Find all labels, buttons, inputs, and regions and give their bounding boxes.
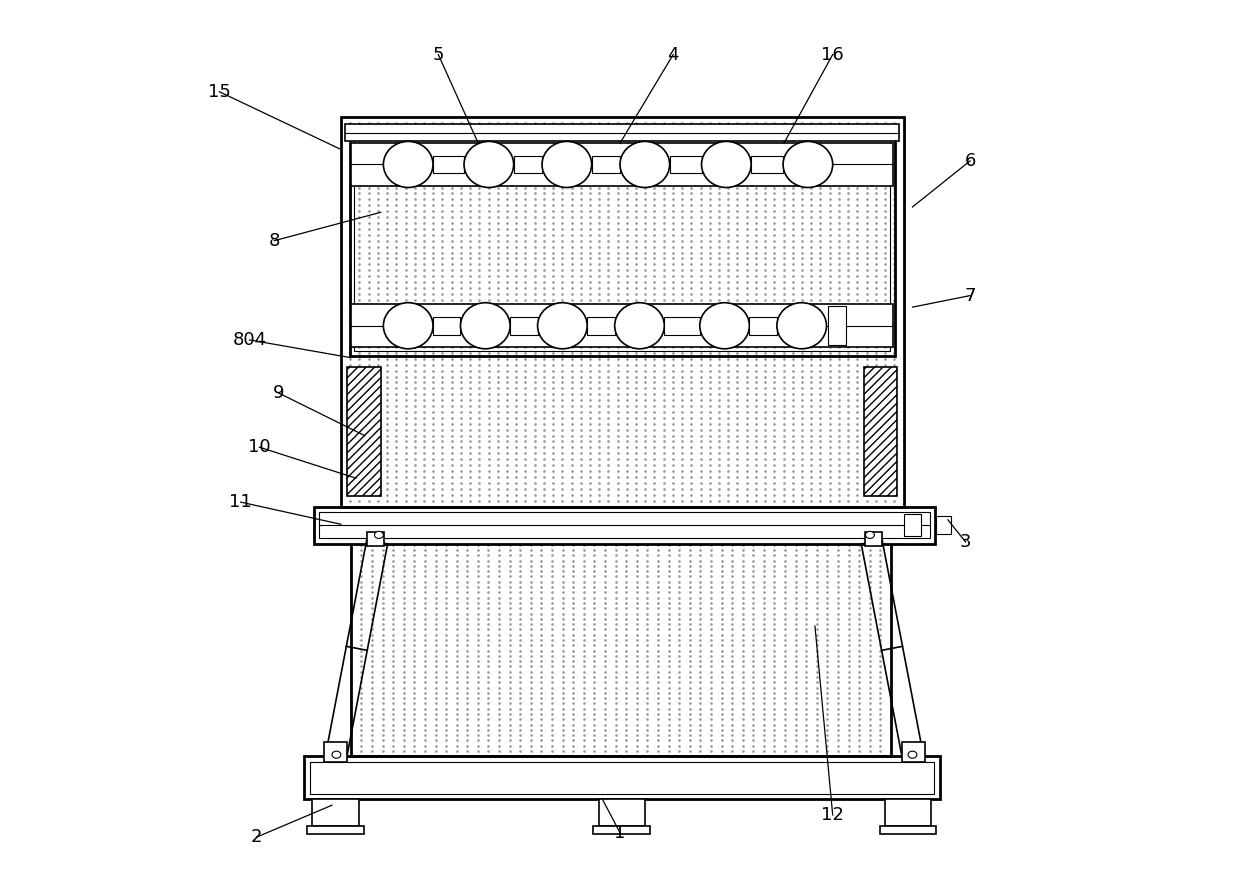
- Ellipse shape: [699, 302, 749, 348]
- Bar: [351, 304, 893, 347]
- Bar: [864, 533, 883, 547]
- Ellipse shape: [374, 532, 383, 539]
- Bar: [308, 826, 363, 835]
- Bar: [351, 540, 892, 757]
- Bar: [751, 156, 784, 173]
- Text: 1: 1: [614, 824, 626, 842]
- Ellipse shape: [620, 141, 670, 188]
- Text: 8: 8: [269, 232, 280, 250]
- Text: 11: 11: [229, 493, 252, 511]
- Bar: [350, 132, 895, 356]
- Text: 9: 9: [273, 384, 284, 402]
- Ellipse shape: [777, 302, 827, 348]
- Bar: [314, 507, 935, 544]
- Bar: [591, 156, 620, 173]
- Text: 4: 4: [667, 45, 680, 63]
- Text: 804: 804: [232, 331, 267, 348]
- Ellipse shape: [866, 532, 874, 539]
- Bar: [901, 742, 925, 762]
- Bar: [310, 762, 934, 794]
- Bar: [885, 799, 931, 826]
- Bar: [312, 799, 358, 826]
- Ellipse shape: [784, 141, 833, 188]
- Text: 3: 3: [960, 533, 971, 551]
- Bar: [367, 533, 384, 547]
- Bar: [665, 316, 699, 334]
- Bar: [513, 156, 542, 173]
- Bar: [599, 799, 645, 826]
- Ellipse shape: [538, 302, 588, 348]
- Ellipse shape: [383, 141, 433, 188]
- Text: 15: 15: [208, 83, 231, 100]
- Bar: [588, 316, 615, 334]
- Ellipse shape: [908, 751, 916, 758]
- Ellipse shape: [332, 751, 341, 758]
- Text: 5: 5: [433, 45, 444, 63]
- Bar: [433, 316, 460, 334]
- Bar: [904, 514, 921, 536]
- Text: 16: 16: [821, 45, 844, 63]
- Ellipse shape: [702, 141, 751, 188]
- Ellipse shape: [615, 302, 665, 348]
- Text: 2: 2: [250, 828, 263, 846]
- Bar: [355, 137, 890, 351]
- Bar: [319, 512, 930, 539]
- Ellipse shape: [383, 302, 433, 348]
- Text: 6: 6: [965, 152, 976, 170]
- Bar: [864, 367, 898, 496]
- Bar: [345, 124, 899, 141]
- Bar: [347, 367, 381, 496]
- Bar: [749, 316, 777, 334]
- Bar: [510, 316, 538, 334]
- Bar: [351, 143, 893, 186]
- Text: 10: 10: [248, 438, 270, 456]
- Ellipse shape: [542, 141, 591, 188]
- Bar: [324, 742, 347, 762]
- Bar: [879, 826, 936, 835]
- Text: 7: 7: [965, 286, 976, 305]
- Bar: [304, 757, 940, 799]
- Bar: [936, 516, 951, 534]
- Ellipse shape: [464, 141, 513, 188]
- Bar: [433, 156, 464, 173]
- Ellipse shape: [460, 302, 510, 348]
- Bar: [341, 116, 904, 507]
- Bar: [828, 306, 846, 345]
- Text: 12: 12: [821, 806, 844, 824]
- Bar: [670, 156, 702, 173]
- Bar: [594, 826, 650, 835]
